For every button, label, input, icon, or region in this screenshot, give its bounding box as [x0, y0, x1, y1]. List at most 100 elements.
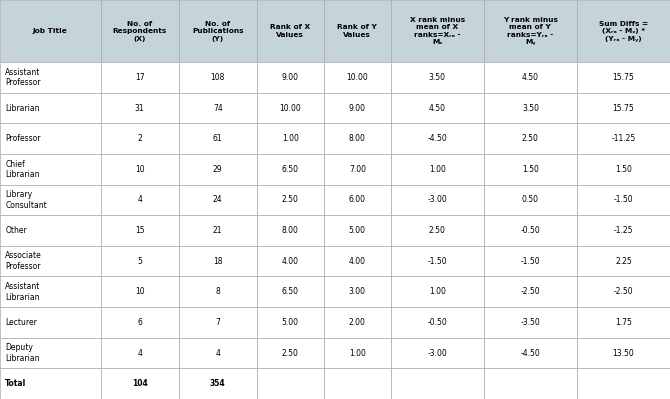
Bar	[577, 246, 670, 277]
Text: Assistant
Librarian: Assistant Librarian	[5, 282, 41, 302]
Bar	[100, 368, 179, 399]
Bar	[484, 246, 577, 277]
Text: 10: 10	[135, 165, 145, 174]
Bar	[179, 185, 257, 215]
Text: 21: 21	[213, 226, 222, 235]
Text: Librarian: Librarian	[5, 103, 40, 113]
Bar	[100, 277, 179, 307]
Text: 108: 108	[210, 73, 225, 82]
Bar	[100, 307, 179, 338]
Bar	[577, 215, 670, 246]
Text: 3.50: 3.50	[429, 73, 446, 82]
Text: 4: 4	[137, 349, 142, 358]
Text: 15.75: 15.75	[612, 73, 634, 82]
Bar	[324, 0, 391, 62]
Text: 15: 15	[135, 226, 145, 235]
Text: 8.00: 8.00	[282, 226, 299, 235]
Bar	[577, 338, 670, 368]
Bar	[324, 246, 391, 277]
Bar	[257, 93, 324, 123]
Bar	[324, 154, 391, 185]
Bar	[179, 154, 257, 185]
Bar	[484, 307, 577, 338]
Bar	[577, 62, 670, 93]
Bar	[577, 93, 670, 123]
Text: 1.00: 1.00	[429, 287, 446, 296]
Bar	[257, 62, 324, 93]
Bar	[179, 62, 257, 93]
Text: -4.50: -4.50	[521, 349, 540, 358]
Text: 10: 10	[135, 287, 145, 296]
Text: Rank of X
Values: Rank of X Values	[270, 24, 310, 38]
Text: Sum Diffs =
(Xᵣₐ - Mₓ) *
(Yᵣₐ - Mᵧ): Sum Diffs = (Xᵣₐ - Mₓ) * (Yᵣₐ - Mᵧ)	[599, 20, 648, 41]
Bar	[100, 246, 179, 277]
Bar	[324, 368, 391, 399]
Text: No. of
Respondents
(X): No. of Respondents (X)	[113, 20, 167, 41]
Text: 74: 74	[213, 103, 222, 113]
Text: -3.00: -3.00	[427, 349, 448, 358]
Text: 4: 4	[137, 196, 142, 204]
Text: 4.50: 4.50	[429, 103, 446, 113]
Bar	[484, 338, 577, 368]
Text: 4.50: 4.50	[522, 73, 539, 82]
Text: 1.00: 1.00	[349, 349, 366, 358]
Bar	[257, 277, 324, 307]
Bar	[484, 0, 577, 62]
Bar	[257, 368, 324, 399]
Bar	[391, 0, 484, 62]
Text: 1.50: 1.50	[522, 165, 539, 174]
Text: -3.00: -3.00	[427, 196, 448, 204]
Text: 29: 29	[213, 165, 222, 174]
Bar	[391, 215, 484, 246]
Bar	[100, 123, 179, 154]
Bar	[257, 215, 324, 246]
Text: -3.50: -3.50	[521, 318, 540, 327]
Text: 1.50: 1.50	[615, 165, 632, 174]
Bar	[0, 154, 100, 185]
Text: -2.50: -2.50	[521, 287, 540, 296]
Text: 31: 31	[135, 103, 145, 113]
Bar	[391, 93, 484, 123]
Text: 2.50: 2.50	[282, 349, 299, 358]
Text: 2.50: 2.50	[522, 134, 539, 143]
Text: 2: 2	[137, 134, 142, 143]
Bar	[391, 123, 484, 154]
Text: 2.00: 2.00	[349, 318, 366, 327]
Bar	[0, 0, 100, 62]
Bar	[179, 277, 257, 307]
Text: 104: 104	[132, 379, 147, 388]
Bar	[484, 123, 577, 154]
Text: 5: 5	[137, 257, 142, 266]
Bar	[324, 338, 391, 368]
Bar	[577, 307, 670, 338]
Bar	[0, 185, 100, 215]
Text: Job Title: Job Title	[33, 28, 68, 34]
Text: Library
Consultant: Library Consultant	[5, 190, 47, 209]
Bar	[391, 62, 484, 93]
Text: 9.00: 9.00	[282, 73, 299, 82]
Bar	[484, 215, 577, 246]
Text: 6.50: 6.50	[282, 165, 299, 174]
Text: -0.50: -0.50	[521, 226, 540, 235]
Bar	[179, 93, 257, 123]
Bar	[577, 185, 670, 215]
Text: X rank minus
mean of X
ranks=Xᵣₐ -
Mₓ: X rank minus mean of X ranks=Xᵣₐ - Mₓ	[410, 17, 465, 45]
Text: 6: 6	[137, 318, 142, 327]
Text: 24: 24	[213, 196, 222, 204]
Text: 3.00: 3.00	[349, 287, 366, 296]
Bar	[0, 307, 100, 338]
Text: 0.50: 0.50	[522, 196, 539, 204]
Text: 6.50: 6.50	[282, 287, 299, 296]
Bar	[0, 246, 100, 277]
Bar	[179, 0, 257, 62]
Text: 18: 18	[213, 257, 222, 266]
Text: Chief
Librarian: Chief Librarian	[5, 160, 40, 179]
Bar	[391, 277, 484, 307]
Text: 61: 61	[213, 134, 222, 143]
Bar	[100, 215, 179, 246]
Text: Assistant
Professor: Assistant Professor	[5, 68, 41, 87]
Text: 17: 17	[135, 73, 145, 82]
Text: 15.75: 15.75	[612, 103, 634, 113]
Text: 4.00: 4.00	[282, 257, 299, 266]
Bar	[324, 93, 391, 123]
